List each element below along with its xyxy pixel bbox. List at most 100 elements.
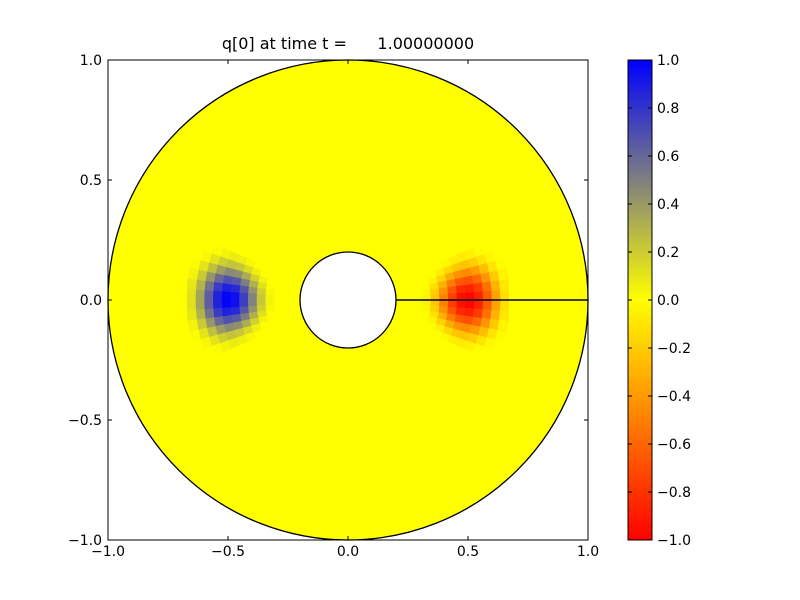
x-tick-label: 0.5 <box>457 544 479 560</box>
field-cell <box>464 307 475 317</box>
field-cell <box>421 294 432 301</box>
colorbar-tick-label: 0.6 <box>657 149 679 165</box>
field-cell <box>212 299 223 310</box>
field-cell <box>186 289 196 301</box>
y-tick-label: −0.5 <box>68 413 102 429</box>
field-cell <box>473 282 484 293</box>
field-cell <box>195 309 206 321</box>
field-cell <box>455 306 466 316</box>
colorbar-ticks: 1.0 0.8 0.6 0.4 0.2 0.0 −0.2 −0.4 −0.6 −0.8 −1.0 <box>628 53 691 549</box>
field-cell <box>256 299 266 307</box>
field-cell <box>464 283 475 293</box>
y-axis: −1.0 −0.5 0.0 0.5 1.0 <box>68 53 588 549</box>
y-tick-label: −1.0 <box>68 533 102 549</box>
field-cell <box>508 288 519 301</box>
field-cell <box>439 293 449 301</box>
field-cell <box>221 299 231 309</box>
y-tick-label: 1.0 <box>80 53 102 69</box>
field-cell <box>203 299 214 310</box>
field-cell <box>200 336 213 350</box>
field-cell <box>482 299 493 310</box>
field-cell <box>500 299 510 311</box>
field-cell <box>439 299 449 307</box>
field-cell <box>508 299 519 312</box>
field-cell <box>186 278 197 291</box>
x-tick-label: −1.0 <box>91 544 125 560</box>
field-cell <box>483 250 496 264</box>
colorbar-tick-label: −1.0 <box>657 533 691 549</box>
field-cell <box>211 343 224 356</box>
field-cell <box>491 289 502 301</box>
y-tick-label: 0.5 <box>80 173 102 189</box>
field-cell <box>473 307 484 318</box>
inner-boundary <box>299 251 397 349</box>
field-cell <box>221 291 231 301</box>
field-cell <box>186 309 197 322</box>
field-cell <box>212 307 223 318</box>
field-cell <box>456 291 467 301</box>
colorbar-tick-label: −0.6 <box>657 437 691 453</box>
field-cell <box>481 280 493 292</box>
field-cell <box>500 289 510 301</box>
field-cell <box>430 293 440 301</box>
field-cell <box>187 268 199 281</box>
field-cell <box>490 309 501 321</box>
field-cell <box>447 306 458 315</box>
field-cell <box>203 290 214 301</box>
x-axis: −1.0 −0.5 0.0 0.5 1.0 <box>91 60 599 560</box>
field-cell <box>497 319 509 332</box>
field-cell <box>473 290 484 301</box>
field-cell <box>189 329 201 343</box>
field-cell <box>456 299 467 309</box>
x-tick-label: −0.5 <box>211 544 245 560</box>
field-cell <box>256 287 267 295</box>
field-cell <box>203 280 215 292</box>
field-cell <box>421 304 432 312</box>
field-cell <box>454 313 466 324</box>
field-cell <box>499 309 510 322</box>
field-cell <box>247 293 257 301</box>
y-tick-label: 0.0 <box>80 293 102 309</box>
colorbar-tick-label: −0.4 <box>657 389 691 405</box>
field-cell <box>430 299 440 307</box>
field-cell <box>481 308 493 320</box>
field-cell <box>238 285 249 294</box>
field-cell <box>221 307 232 317</box>
colorbar-tick-label: −0.2 <box>657 341 691 357</box>
field-cell <box>212 290 223 301</box>
field-cell <box>247 299 257 307</box>
field-cell <box>195 279 206 291</box>
field-cell <box>264 288 275 296</box>
field-cell <box>495 257 507 271</box>
field-cell <box>238 292 249 301</box>
field-cell <box>497 268 509 281</box>
colorbar-tick-label: 0.0 <box>657 293 679 309</box>
field-cell <box>264 299 275 306</box>
field-cell <box>177 288 188 301</box>
colorbar-tick-label: 0.4 <box>657 197 679 213</box>
colorbar-tick-label: −0.8 <box>657 485 691 501</box>
field-cell <box>421 299 432 306</box>
field-cell <box>472 244 485 257</box>
field-cell <box>490 279 501 291</box>
field-cell <box>238 299 249 308</box>
field-cell <box>194 289 205 301</box>
field-cell <box>499 278 510 291</box>
colorbar: 1.0 0.8 0.6 0.4 0.2 0.0 −0.2 −0.4 −0.6 −0.8 −1.0 <box>627 53 691 549</box>
x-tick-label: 0.0 <box>337 544 359 560</box>
x-tick-label: 1.0 <box>577 544 599 560</box>
field-cell <box>473 299 484 310</box>
field-cell <box>230 276 242 287</box>
field-cell <box>429 305 440 313</box>
field-cell <box>229 299 240 309</box>
field-cell <box>447 292 458 301</box>
field-cell <box>229 291 240 301</box>
chart-title: q[0] at time t = 1.00000000 <box>222 34 474 53</box>
field-cell <box>465 299 475 309</box>
field-cell <box>186 299 196 311</box>
field-cell <box>221 283 232 293</box>
field-cell <box>194 299 205 311</box>
field-cell <box>247 286 258 295</box>
field-cell <box>212 282 223 293</box>
